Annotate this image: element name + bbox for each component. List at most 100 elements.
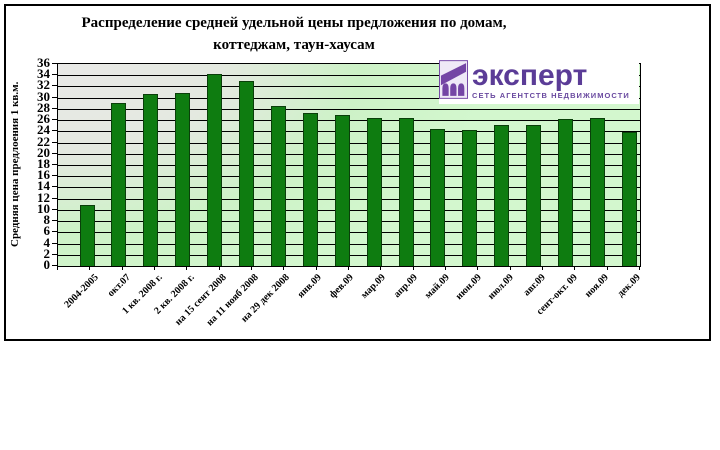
x-tick bbox=[412, 266, 414, 270]
y-axis-label: 10 bbox=[37, 200, 50, 216]
bar bbox=[430, 128, 446, 266]
x-tick bbox=[509, 266, 511, 270]
y-tick bbox=[52, 164, 57, 165]
x-tick bbox=[154, 266, 155, 270]
y-axis-label: 20 bbox=[37, 144, 50, 160]
bar bbox=[111, 103, 127, 266]
bar bbox=[366, 118, 382, 266]
bar bbox=[494, 124, 510, 266]
x-tick bbox=[89, 266, 91, 270]
y-tick bbox=[52, 107, 57, 109]
y-axis-label: 0 bbox=[43, 257, 51, 272]
chart-title-line1: Распределение средней удельной цены пред… bbox=[81, 15, 507, 31]
y-tick bbox=[52, 231, 57, 233]
y-tick bbox=[52, 85, 57, 87]
y-tick bbox=[52, 130, 57, 132]
logo-building-icon bbox=[439, 59, 468, 104]
x-tick bbox=[445, 266, 446, 270]
y-tick bbox=[52, 197, 57, 199]
x-axis-label: май.09 bbox=[422, 272, 452, 302]
y-tick bbox=[52, 220, 57, 222]
gridline bbox=[58, 75, 640, 77]
y-axis-label: 26 bbox=[37, 111, 50, 127]
bar bbox=[462, 129, 478, 266]
bar bbox=[302, 113, 318, 266]
logo-brand-name: эксперт bbox=[472, 59, 588, 93]
x-tick bbox=[639, 266, 640, 270]
x-tick bbox=[251, 266, 252, 270]
y-axis-label: 30 bbox=[37, 88, 50, 104]
y-tick bbox=[52, 242, 57, 244]
y-axis-label: 36 bbox=[37, 55, 50, 70]
gridline bbox=[58, 108, 640, 110]
x-axis-label: фев.09 bbox=[327, 272, 356, 301]
y-tick bbox=[52, 208, 57, 210]
y-tick bbox=[52, 96, 57, 98]
x-tick bbox=[218, 266, 220, 270]
x-axis-label: 2 кв. 2008 г. bbox=[151, 272, 197, 317]
x-tick bbox=[380, 266, 382, 270]
y-tick bbox=[52, 152, 57, 154]
x-tick bbox=[186, 266, 188, 270]
y-axis-label: 6 bbox=[43, 223, 51, 239]
bar bbox=[143, 94, 159, 266]
bar bbox=[207, 74, 223, 266]
x-axis-label: на 11 нояб 2008 bbox=[203, 272, 261, 329]
chart-frame: Распределение средней удельной цены пред… bbox=[4, 4, 711, 341]
x-tick bbox=[121, 266, 123, 270]
y-tick bbox=[52, 74, 57, 76]
x-axis-label: ноя.09 bbox=[583, 272, 612, 300]
x-tick bbox=[348, 266, 349, 270]
x-tick bbox=[57, 266, 58, 270]
gridline bbox=[58, 97, 640, 99]
y-tick bbox=[52, 63, 57, 64]
bar bbox=[589, 117, 605, 266]
x-axis-label: авг.09 bbox=[520, 272, 548, 299]
bar bbox=[79, 205, 95, 266]
y-tick bbox=[52, 175, 57, 177]
y-tick bbox=[52, 253, 57, 255]
bar bbox=[334, 115, 350, 266]
expert-logo: эксперт СЕТЬ АГЕНТСТВ НЕДВИЖИМОСТИ bbox=[439, 59, 639, 104]
x-axis-label: 1 кв. 2008 г. bbox=[119, 272, 165, 317]
bar bbox=[270, 105, 286, 266]
y-axis-label: 22 bbox=[37, 133, 50, 149]
y-tick bbox=[52, 119, 57, 121]
y-axis-label: 28 bbox=[37, 99, 50, 115]
y-tick bbox=[52, 186, 57, 188]
bar bbox=[621, 131, 637, 266]
x-axis-label: на 15 сент 2008 bbox=[172, 272, 229, 328]
bar bbox=[239, 81, 254, 266]
gridline bbox=[58, 86, 640, 88]
y-axis-label: 34 bbox=[37, 66, 50, 82]
logo-tagline: СЕТЬ АГЕНТСТВ НЕДВИЖИМОСТИ bbox=[472, 91, 630, 101]
x-axis-label: июл.09 bbox=[485, 272, 516, 302]
chart-title: Распределение средней удельной цены пред… bbox=[6, 12, 582, 56]
y-axis-label: 4 bbox=[43, 234, 51, 250]
x-axis-label: окт.07 bbox=[105, 272, 133, 300]
y-axis-label: 14 bbox=[37, 178, 50, 194]
y-tick bbox=[52, 265, 57, 266]
x-axis-label: дек.09 bbox=[615, 272, 644, 300]
y-axis-label: 2 bbox=[43, 245, 51, 261]
y-axis-label: 24 bbox=[37, 122, 50, 138]
x-tick bbox=[315, 266, 317, 270]
x-tick bbox=[542, 266, 543, 270]
x-axis-label: мар.09 bbox=[359, 272, 388, 301]
y-axis-label: 18 bbox=[37, 156, 50, 171]
x-tick bbox=[574, 266, 576, 270]
x-axis-label: на 29 дек 2008 bbox=[239, 272, 293, 325]
bar bbox=[175, 92, 191, 266]
x-tick bbox=[477, 266, 479, 270]
x-tick bbox=[606, 266, 608, 270]
bar bbox=[526, 125, 542, 266]
chart-title-line2: коттеджам, таун-хаусам bbox=[213, 37, 375, 53]
x-axis-label: июн.09 bbox=[453, 272, 484, 303]
y-axis-label: 16 bbox=[37, 167, 50, 183]
x-axis-label: апр.09 bbox=[391, 272, 420, 301]
x-tick bbox=[283, 266, 285, 270]
x-axis-label: сент-окт. 09 bbox=[534, 272, 580, 318]
y-axis-label: 12 bbox=[37, 189, 50, 205]
y-tick bbox=[52, 141, 57, 143]
